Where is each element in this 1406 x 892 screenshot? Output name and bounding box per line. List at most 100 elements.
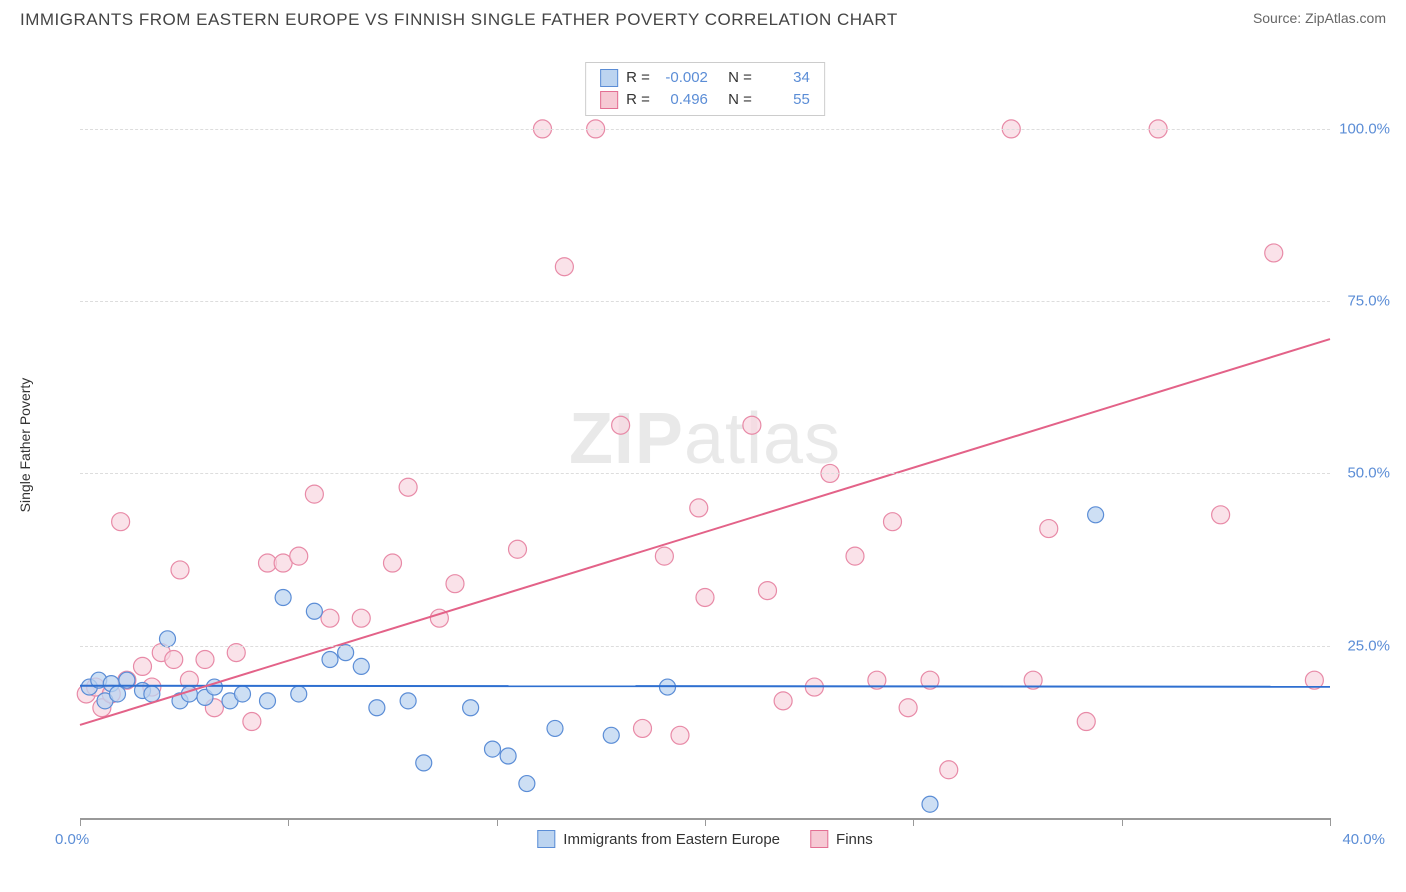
data-point (384, 554, 402, 572)
data-point (463, 700, 479, 716)
n-label: N = (728, 67, 752, 89)
data-point (774, 692, 792, 710)
legend-row: R = 0.496 N = 55 (600, 89, 810, 111)
data-point (1088, 507, 1104, 523)
data-point (940, 761, 958, 779)
data-point (290, 547, 308, 565)
data-point (922, 796, 938, 812)
data-point (235, 686, 251, 702)
r-label: R = (626, 89, 650, 111)
data-point (446, 575, 464, 593)
data-point (144, 686, 160, 702)
plot-area: ZIPatlas R = -0.002 N = 34 R = 0.496 N =… (80, 60, 1330, 820)
data-point (399, 478, 417, 496)
data-point (555, 258, 573, 276)
legend-item: Immigrants from Eastern Europe (537, 830, 780, 848)
legend-item: Finns (810, 830, 873, 848)
data-point (612, 416, 630, 434)
data-point (846, 547, 864, 565)
x-tick-mark (80, 818, 81, 826)
data-point (160, 631, 176, 647)
data-point (1212, 506, 1230, 524)
scatter-svg (80, 60, 1330, 818)
data-point (884, 513, 902, 531)
legend-swatch-blue (600, 69, 618, 87)
r-value: -0.002 (658, 67, 708, 89)
chart-title: IMMIGRANTS FROM EASTERN EUROPE VS FINNIS… (20, 10, 898, 30)
data-point (1040, 520, 1058, 538)
gridline (80, 646, 1330, 647)
legend-swatch-blue (537, 830, 555, 848)
data-point (743, 416, 761, 434)
legend-swatch-pink (600, 91, 618, 109)
data-point (321, 609, 339, 627)
r-label: R = (626, 67, 650, 89)
data-point (603, 727, 619, 743)
data-point (899, 699, 917, 717)
source-prefix: Source: (1253, 10, 1305, 26)
data-point (1265, 244, 1283, 262)
data-point (275, 589, 291, 605)
legend-label: Immigrants from Eastern Europe (563, 831, 780, 848)
data-point (353, 658, 369, 674)
r-value: 0.496 (658, 89, 708, 111)
series-legend: Immigrants from Eastern Europe Finns (537, 830, 872, 848)
data-point (165, 651, 183, 669)
chart-container: Single Father Poverty ZIPatlas R = -0.00… (50, 50, 1390, 840)
data-point (759, 582, 777, 600)
data-point (134, 657, 152, 675)
data-point (690, 499, 708, 517)
data-point (519, 776, 535, 792)
correlation-legend: R = -0.002 N = 34 R = 0.496 N = 55 (585, 62, 825, 116)
data-point (696, 588, 714, 606)
source-link[interactable]: ZipAtlas.com (1305, 10, 1386, 26)
data-point (500, 748, 516, 764)
data-point (306, 603, 322, 619)
data-point (485, 741, 501, 757)
data-point (110, 686, 126, 702)
x-tick-mark (288, 818, 289, 826)
x-tick-mark (497, 818, 498, 826)
source-attribution: Source: ZipAtlas.com (1253, 10, 1386, 26)
y-tick-label: 75.0% (1347, 293, 1390, 310)
y-axis-label: Single Father Poverty (17, 378, 33, 513)
data-point (1077, 713, 1095, 731)
data-point (196, 651, 214, 669)
data-point (171, 561, 189, 579)
data-point (400, 693, 416, 709)
x-tick-label: 0.0% (55, 831, 89, 848)
data-point (352, 609, 370, 627)
data-point (305, 485, 323, 503)
legend-label: Finns (836, 831, 873, 848)
x-tick-mark (1330, 818, 1331, 826)
gridline (80, 129, 1330, 130)
gridline (80, 301, 1330, 302)
data-point (291, 686, 307, 702)
y-tick-label: 50.0% (1347, 465, 1390, 482)
data-point (243, 713, 261, 731)
data-point (655, 547, 673, 565)
trend-line (80, 339, 1330, 725)
trend-line (80, 686, 1330, 687)
n-label: N = (728, 89, 752, 111)
data-point (260, 693, 276, 709)
legend-swatch-pink (810, 830, 828, 848)
y-tick-label: 25.0% (1347, 637, 1390, 654)
data-point (369, 700, 385, 716)
n-value: 34 (760, 67, 810, 89)
data-point (671, 726, 689, 744)
x-tick-label: 40.0% (1342, 831, 1385, 848)
x-tick-mark (1122, 818, 1123, 826)
data-point (338, 645, 354, 661)
data-point (112, 513, 130, 531)
data-point (416, 755, 432, 771)
gridline (80, 473, 1330, 474)
y-tick-label: 100.0% (1339, 120, 1390, 137)
x-tick-mark (913, 818, 914, 826)
legend-row: R = -0.002 N = 34 (600, 67, 810, 89)
data-point (634, 719, 652, 737)
data-point (509, 540, 527, 558)
n-value: 55 (760, 89, 810, 111)
x-tick-mark (705, 818, 706, 826)
data-point (322, 652, 338, 668)
